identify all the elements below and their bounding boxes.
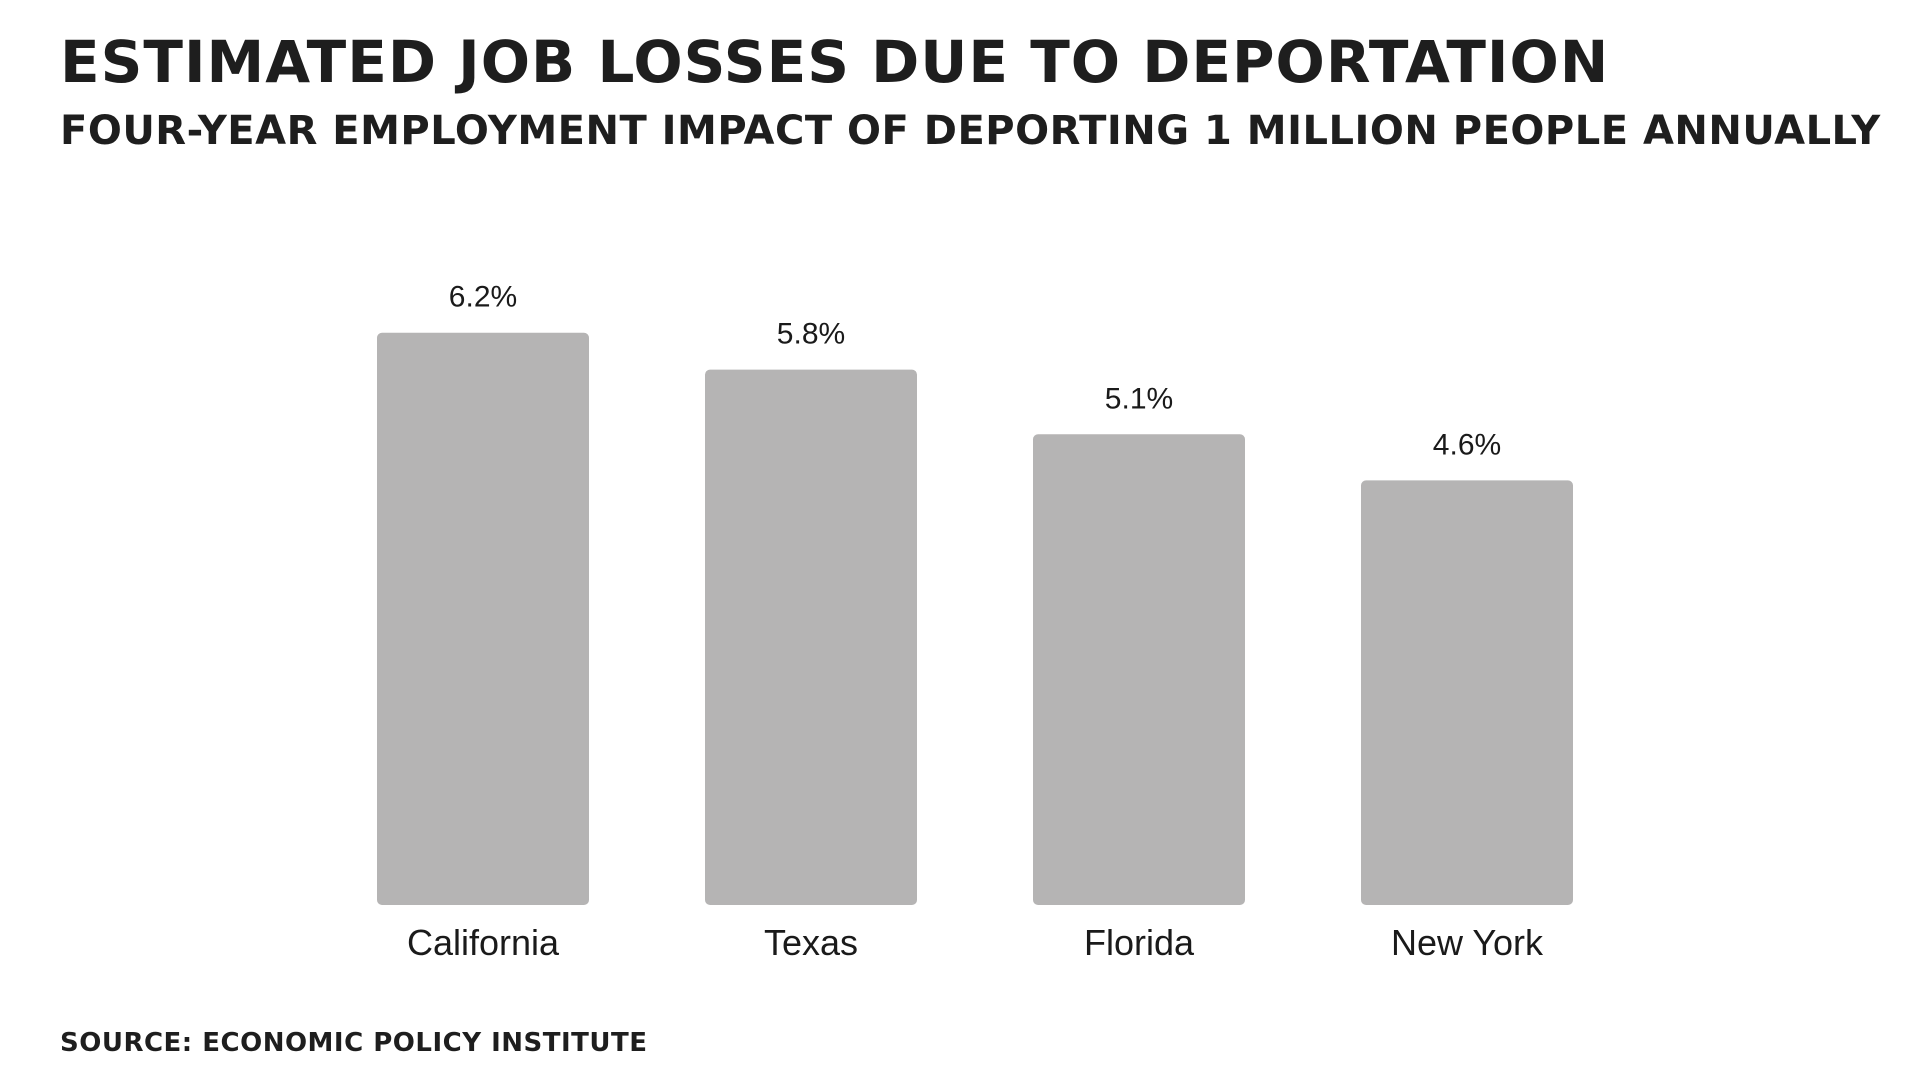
bar-california (377, 332, 589, 905)
source-note: SOURCE: ECONOMIC POLICY INSTITUTE (60, 1028, 648, 1058)
category-label-texas: Texas (764, 922, 858, 963)
bar-new-york (1361, 480, 1573, 905)
chart-subtitle: FOUR-YEAR EMPLOYMENT IMPACT OF DEPORTING… (60, 108, 1881, 154)
value-label-new-york: 4.6% (1433, 428, 1501, 461)
value-label-florida: 5.1% (1105, 382, 1173, 415)
value-label-california: 6.2% (449, 281, 517, 314)
category-labels-group: California Texas Florida New York (407, 922, 1544, 963)
bar-florida (1033, 434, 1245, 905)
chart-title: ESTIMATED JOB LOSSES DUE TO DEPORTATION (60, 28, 1610, 96)
value-label-texas: 5.8% (777, 318, 845, 351)
bars-group (377, 332, 1573, 905)
category-label-new-york: New York (1391, 922, 1544, 963)
category-label-florida: Florida (1084, 922, 1195, 963)
bar-texas (705, 369, 917, 905)
value-labels-group: 6.2% 5.8% 5.1% 4.6% (449, 281, 1501, 462)
category-label-california: California (407, 922, 560, 963)
